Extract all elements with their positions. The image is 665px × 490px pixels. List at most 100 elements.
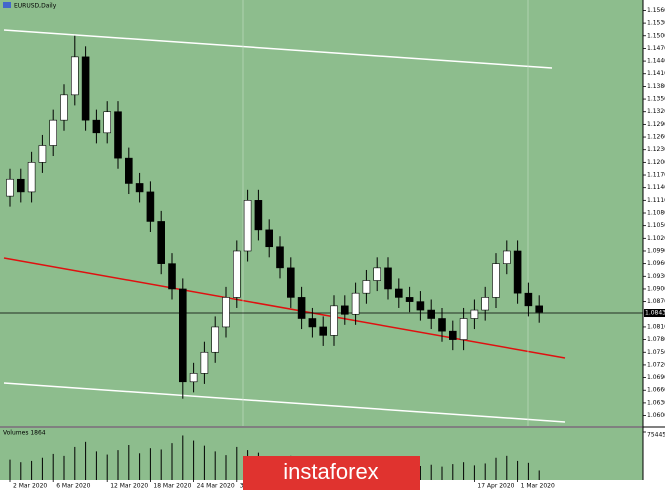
- y-tick-label: 1.1410: [647, 70, 665, 77]
- candle-body: [308, 318, 317, 328]
- candle-body: [114, 111, 122, 159]
- y-tick-label: 1.0660: [647, 387, 665, 394]
- y-tick-label: 1.0630: [647, 399, 665, 406]
- candle-body: [297, 297, 306, 319]
- x-tick-label: 2 Mar 2020: [13, 483, 47, 490]
- x-tick-label: 6 Mar 2020: [56, 483, 90, 490]
- candle-body: [276, 246, 284, 269]
- candle-body: [362, 280, 371, 294]
- chart-title: EURUSD,Daily: [14, 3, 57, 10]
- candle-body: [103, 111, 111, 134]
- candle-body: [330, 305, 338, 336]
- candle-body: [49, 119, 58, 146]
- x-tick-label: 17 Apr 2020: [477, 483, 514, 490]
- candle-body: [492, 263, 500, 298]
- candle-body: [524, 292, 533, 307]
- watermark-box: [243, 456, 420, 490]
- y-tick-label: 1.1530: [647, 20, 665, 27]
- candle-body: [405, 297, 414, 302]
- x-tick-label: 1 Mar 2020: [521, 483, 555, 490]
- y-tick-label: 1.0960: [647, 260, 665, 267]
- candle-body: [427, 309, 436, 319]
- candle-body: [157, 221, 165, 264]
- candle-body: [340, 305, 349, 315]
- candle-body: [373, 267, 382, 281]
- candle-body: [179, 288, 187, 383]
- candle-body: [81, 56, 90, 121]
- y-tick-label: 1.1380: [647, 83, 665, 90]
- candle-body: [502, 250, 511, 264]
- y-tick-label: 1.1080: [647, 210, 665, 217]
- candle-body: [319, 326, 328, 336]
- x-tick-label: 12 Mar 2020: [110, 483, 148, 490]
- candle-body: [438, 318, 446, 332]
- candle-body: [286, 267, 295, 298]
- y-tick-label: 1.0690: [647, 374, 665, 381]
- candle-body: [146, 191, 155, 222]
- y-tick-label: 1.0900: [647, 285, 665, 292]
- candle-body: [513, 250, 522, 294]
- y-tick-label: 1.1050: [647, 222, 665, 229]
- y-tick-label: 1.1560: [647, 7, 665, 14]
- y-tick-label: 1.0930: [647, 273, 665, 280]
- candle-body: [60, 94, 68, 121]
- y-tick-label: 1.1200: [647, 159, 665, 166]
- volume-tick-label: 75445: [647, 432, 665, 439]
- candle-body: [16, 178, 25, 193]
- y-tick-label: 1.1500: [647, 32, 665, 39]
- candle-body: [481, 297, 490, 311]
- y-tick-label: 1.1320: [647, 108, 665, 115]
- watermark: instaforex: [283, 459, 378, 484]
- y-tick-label: 1.0870: [647, 298, 665, 305]
- candle-body: [135, 183, 144, 193]
- candle-body: [265, 229, 274, 248]
- y-tick-label: 1.0780: [647, 336, 665, 343]
- y-tick-label: 1.1140: [647, 184, 665, 191]
- candle-body: [535, 305, 544, 313]
- candle-body: [6, 178, 14, 197]
- candle-body: [470, 309, 479, 319]
- volume-title: Volumes 1864: [3, 430, 46, 437]
- y-tick-label: 1.1230: [647, 146, 665, 153]
- last-price-box: [644, 309, 665, 318]
- y-tick-label: 1.0810: [647, 323, 665, 330]
- trend-line: [3, 257, 566, 359]
- y-tick-label: 1.0720: [647, 361, 665, 368]
- candle-body: [394, 288, 403, 298]
- candle-body: [211, 326, 219, 353]
- channel-upper: [3, 29, 553, 69]
- y-tick-label: 1.1470: [647, 45, 665, 52]
- candle-body: [384, 267, 392, 290]
- candle-body: [38, 145, 47, 163]
- candle-body: [168, 263, 176, 290]
- price-panel: [0, 0, 643, 426]
- candle-body: [233, 250, 241, 298]
- x-tick-label: 18 Mar 2020: [153, 483, 191, 490]
- y-tick-label: 1.0600: [647, 412, 665, 419]
- x-tick-label: 24 Mar 2020: [197, 483, 235, 490]
- candle-body: [71, 56, 79, 96]
- last-price-label: 1.0843: [645, 310, 665, 317]
- candle-body: [92, 119, 101, 134]
- y-tick-label: 1.1260: [647, 134, 665, 141]
- candle-body: [448, 330, 457, 340]
- candle-body: [200, 351, 209, 374]
- candle-body: [189, 373, 198, 383]
- y-tick-label: 1.1170: [647, 172, 665, 179]
- candle-body: [459, 318, 468, 340]
- y-tick-label: 1.1440: [647, 58, 665, 65]
- y-tick-label: 1.0750: [647, 349, 665, 356]
- candle-body: [416, 301, 425, 311]
- channel-lower: [3, 382, 566, 423]
- y-tick-label: 1.1290: [647, 121, 665, 128]
- y-tick-label: 1.1110: [647, 197, 665, 204]
- candle-body: [125, 157, 133, 184]
- candle-body: [351, 292, 360, 315]
- y-tick-label: 1.1350: [647, 96, 665, 103]
- y-tick-label: 1.0990: [647, 247, 665, 254]
- candle-body: [254, 200, 263, 231]
- y-tick-label: 1.1020: [647, 235, 665, 242]
- candle-body: [222, 297, 230, 328]
- symbol-icon: [3, 2, 11, 8]
